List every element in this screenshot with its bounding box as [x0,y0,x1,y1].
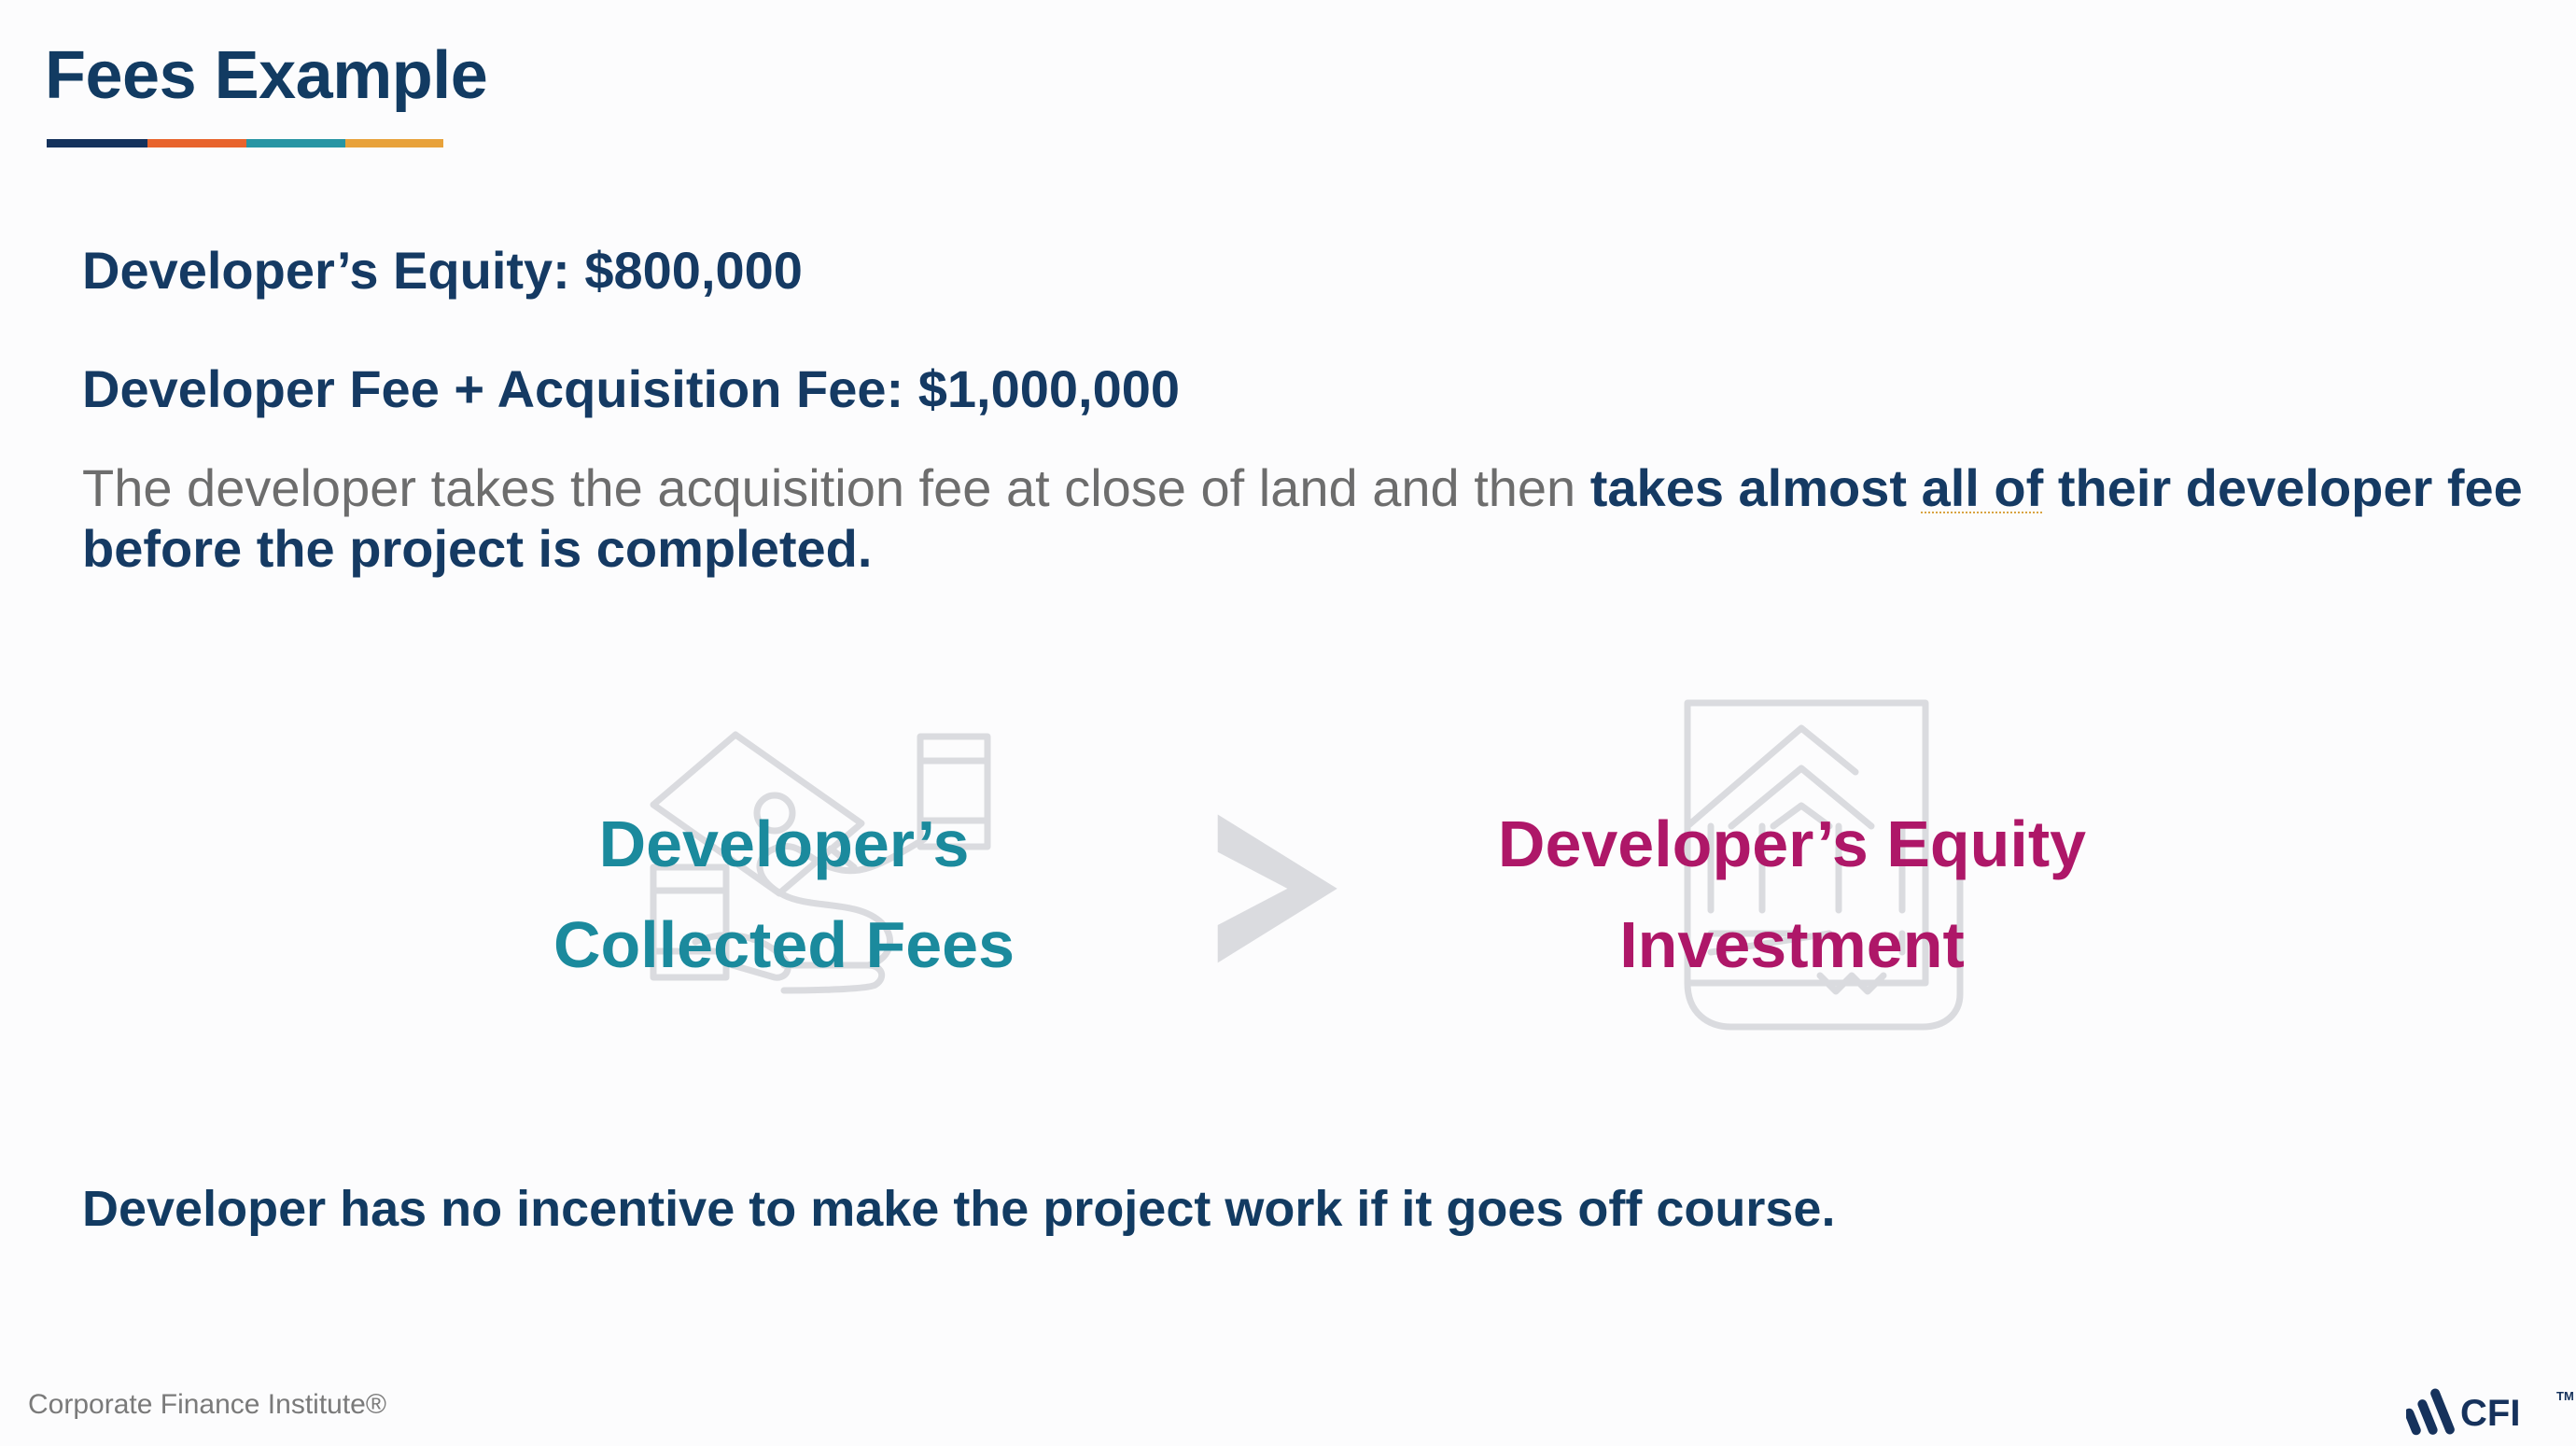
svg-text:TM: TM [2556,1389,2574,1403]
svg-text:CFI: CFI [2460,1393,2520,1434]
